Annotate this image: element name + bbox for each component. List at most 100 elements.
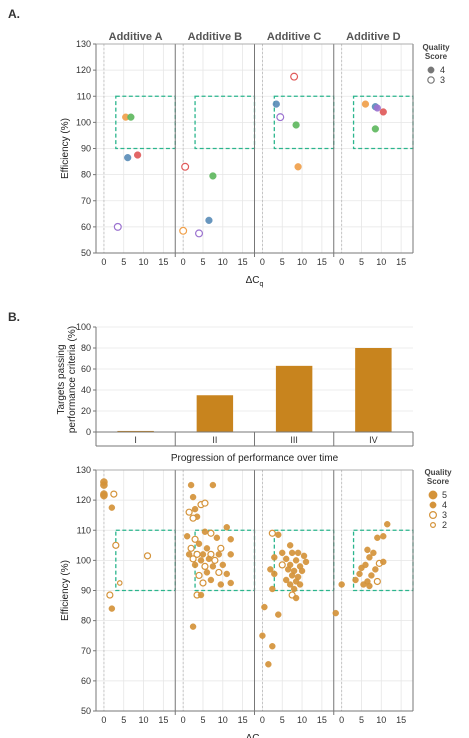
data-point [374,534,381,541]
data-point [278,561,286,569]
data-point [187,481,195,489]
data-point [209,172,217,180]
x-tick-label: 5 [200,715,205,725]
y-tick-label: 50 [81,248,91,258]
data-point [201,528,209,535]
bar [275,365,313,432]
y-tick-label: 40 [81,385,91,395]
x-tick-label: 15 [158,715,168,725]
panel-b-scatter-chart: 0 5 10 15 0 5 10 15 0 5 10 15 0 5 10 15 50 60 70 80 90 100 110… [60,465,452,738]
data-point [292,121,300,129]
y-tick-label: 50 [81,706,91,716]
x-tick-label: 10 [297,715,307,725]
x-tick-label: 0 [339,257,344,267]
data-point [108,605,116,612]
data-point [191,505,199,513]
x-tick-label: 10 [218,715,228,725]
data-point [106,591,114,599]
data-point [352,576,359,584]
y-tick-label: 110 [77,525,91,535]
data-point [288,572,296,579]
data-point [124,154,132,162]
x-axis-title: ΔCq [246,733,264,738]
x-tick-label: 10 [376,715,386,725]
data-point [199,579,207,587]
legend-title: Score [427,477,450,486]
data-point [356,570,363,578]
x-tick-label: 15 [396,715,406,725]
data-point [110,490,118,498]
x-tick-label: 10 [139,257,149,267]
data-point [267,566,274,573]
legend-label: 2 [442,520,447,530]
data-point [361,100,370,108]
x-tick-label: II [212,435,217,445]
y-tick-label: 70 [81,196,91,206]
data-point [195,229,204,238]
data-point [213,534,221,541]
x-tick-label: 10 [297,257,307,267]
data-point [261,603,268,611]
x-tick-label: 10 [139,715,149,725]
data-point [379,108,387,116]
data-point [300,552,308,560]
x-tick-label: 5 [359,715,364,725]
data-point [201,499,209,507]
data-point [197,557,205,564]
x-tick-label: 5 [200,257,205,267]
y-tick-label: 130 [76,465,91,475]
data-point [284,566,292,573]
legend-swatch [430,521,437,528]
bar [117,430,154,432]
data-point [292,557,300,564]
legend-label: 4 [442,500,447,510]
data-point [127,113,135,121]
y-tick-label: 20 [81,406,91,416]
legend-swatch [429,501,437,509]
y-tick-label: 130 [76,39,91,49]
x-tick-label: 10 [376,257,386,267]
data-point [189,514,197,522]
data-point [271,554,278,561]
y-tick-label: 80 [81,616,91,626]
legend-label: 3 [442,510,447,520]
data-point [358,564,365,572]
data-point [269,585,276,593]
data-point [116,580,123,586]
data-point [207,529,215,537]
data-point [296,581,304,588]
y-tick-label: 120 [76,495,91,505]
data-point [271,570,278,578]
y-tick-label: 60 [81,222,91,232]
x-tick-label: 0 [260,257,265,267]
data-point [360,581,367,588]
legend-label: 5 [442,490,447,500]
data-point [185,551,193,558]
data-point [286,581,294,588]
data-point [380,533,387,540]
x-tick-label: 0 [339,715,344,725]
data-point [183,533,191,540]
data-point [332,609,339,617]
panel-a-chart: 0 5 10 15 Additive A 0 5 10 15 Additive B 0 5 10 15 Ad… [60,31,450,288]
data-point [108,504,116,511]
data-point [201,562,209,571]
panel-b-label: B. [8,310,20,324]
data-point [199,551,207,558]
data-point [275,531,282,538]
data-point [290,72,299,81]
data-point [366,582,373,590]
data-point [384,521,391,528]
data-point [279,549,286,557]
data-point [215,551,223,558]
data-point [219,561,227,569]
facet-strip-label: Additive A [109,31,163,43]
data-point [100,481,108,489]
y-tick-label: 0 [86,427,91,437]
data-point [290,585,298,593]
y-axis-title: Targets passing [56,344,67,414]
y-tick-label: 100 [76,555,91,565]
y-tick-label: 70 [81,646,91,656]
data-point [203,545,211,552]
